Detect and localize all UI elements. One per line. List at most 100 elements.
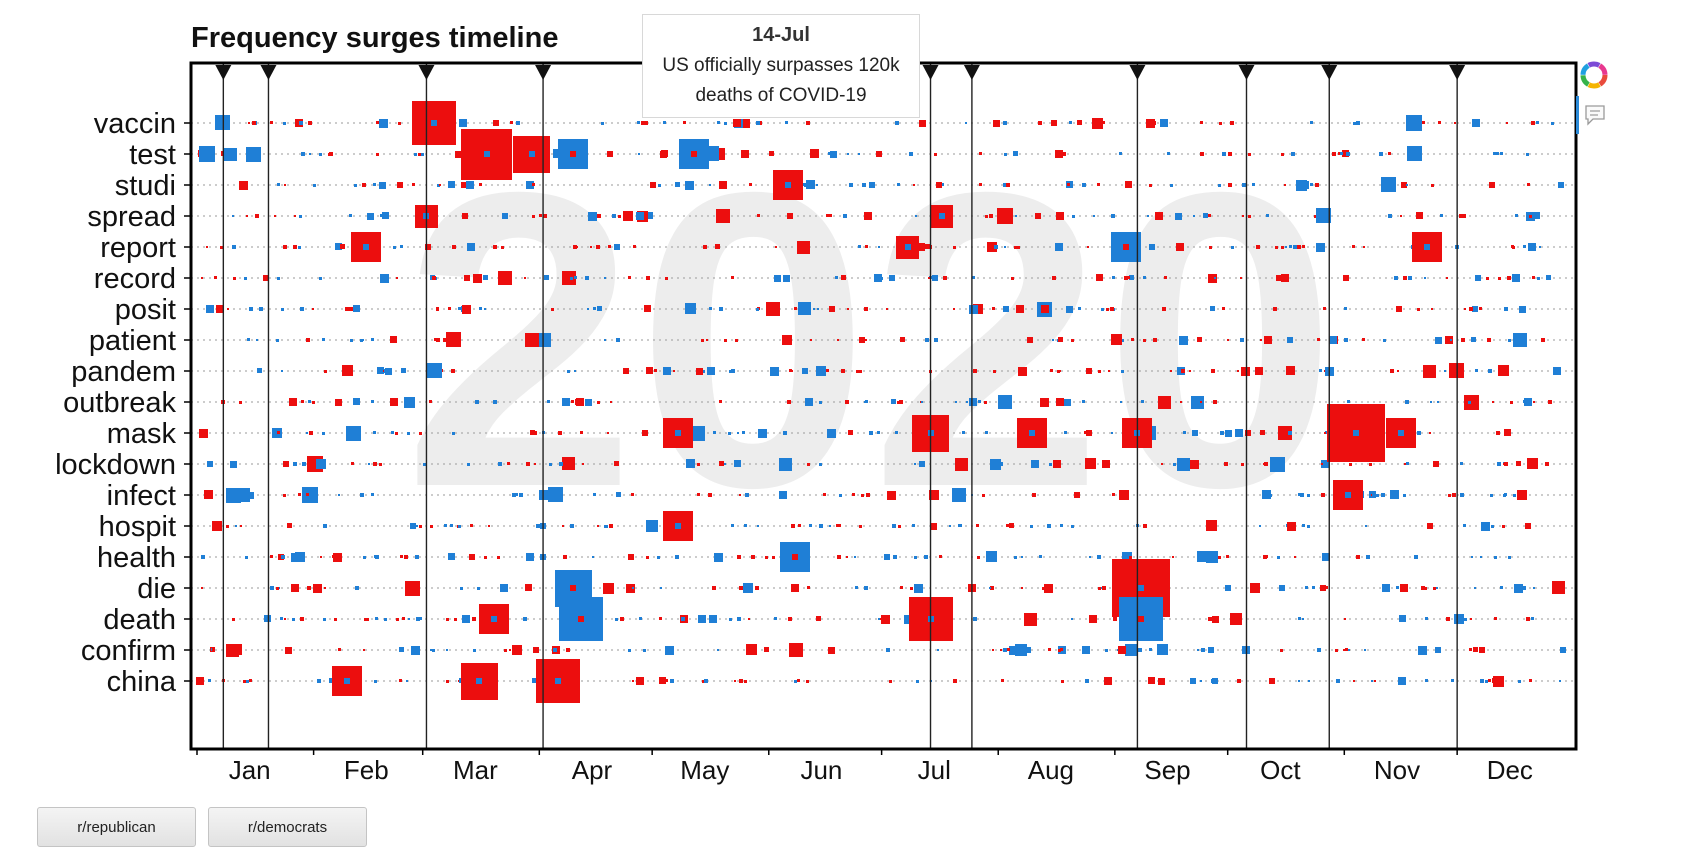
event-marker[interactable] [215,65,232,80]
surge-dot [862,183,866,187]
surge-dot [854,556,856,558]
surge-dot [985,215,988,218]
surge-dot [1057,370,1060,373]
surge-dot [1532,276,1535,279]
event-marker[interactable] [963,65,980,80]
surge-dot [874,274,882,282]
event-marker[interactable] [922,65,939,80]
surge-dot [1421,586,1425,590]
surge-dot [334,618,337,621]
surge-dot [1147,215,1149,217]
surge-dot [665,277,668,280]
event-marker[interactable] [418,65,435,80]
surge-dot [477,587,480,590]
event-marker[interactable] [1449,65,1466,80]
surge-overlap [1029,430,1035,436]
surge-dot [843,214,847,218]
surge-dot [881,277,883,279]
surge-dot [1294,556,1296,558]
surge-dot [436,307,439,310]
surge-dot [1379,152,1383,156]
surge-dot [817,308,819,310]
surge-dot [604,525,607,528]
surge-dot [1298,617,1301,620]
surge-dot [374,680,377,683]
surge-dot [660,151,667,158]
surge-dot [608,245,611,248]
surge-dot [400,555,403,558]
surge-dot [869,431,873,435]
surge-dot [444,524,447,527]
surge-dot [1430,401,1432,403]
surge-dot [864,586,868,590]
surge-dot [1531,617,1534,620]
term-label-death: death [103,604,176,636]
color-wheel-icon[interactable] [1579,60,1609,90]
surge-dot [1222,152,1226,156]
surge-dot [1503,463,1505,465]
surge-dot [1310,121,1313,124]
surge-dot [1001,679,1004,682]
surge-dot [914,463,916,465]
comment-icon[interactable] [1584,104,1606,126]
event-marker[interactable] [260,65,277,80]
surge-dot [1307,525,1310,528]
democrats-toggle-button[interactable]: r/democrats [208,807,367,847]
surge-dot [390,398,398,406]
term-label-lockdown: lockdown [55,449,176,481]
surge-overlap [491,616,497,622]
surge-dot [1039,555,1042,558]
surge-dot [859,337,865,343]
surge-dot [451,369,455,373]
surge-dot [1460,462,1463,465]
surge-dot [1285,246,1287,248]
surge-dot [1015,215,1017,217]
surge-dot [507,462,510,465]
surge-dot [604,277,606,279]
surge-dot [400,245,403,248]
surge-dot [943,276,947,280]
surge-dot [227,308,229,310]
surge-dot [300,307,304,311]
surge-dot [798,524,801,527]
surge-dot [770,367,779,376]
surge-dot [1278,426,1292,440]
surge-dot [712,586,716,590]
surge-dot [587,308,589,310]
surge-dot [437,184,440,187]
republican-toggle-button[interactable]: r/republican [37,807,196,847]
surge-dot [697,463,700,466]
surge-dot [1153,338,1157,342]
term-label-report: report [100,232,176,264]
surge-dot [340,244,345,249]
surge-dot [371,493,374,496]
surge-dot [990,586,994,590]
surge-dot [410,523,416,529]
surge-dot [607,432,609,434]
event-marker[interactable] [1238,65,1255,80]
surge-overlap [529,151,535,157]
event-marker[interactable] [1129,65,1146,80]
surge-dot [1260,339,1262,341]
surge-dot [498,462,502,466]
surge-dot [891,399,896,404]
surge-dot [1518,680,1521,683]
surge-dot [646,212,653,219]
surge-dot [384,369,388,373]
surge-dot [1149,184,1152,187]
surge-dot [806,121,810,125]
surge-dot [1558,586,1561,589]
surge-dot [816,366,826,376]
surge-dot [978,400,981,403]
surge-dot [1275,246,1278,249]
surge-dot [467,463,470,466]
event-marker[interactable] [535,65,552,80]
event-marker[interactable] [1321,65,1338,80]
surge-dot [226,525,229,528]
surge-dot [1531,121,1535,125]
surge-dot [1062,152,1066,156]
surge-dot [742,431,745,434]
surge-dot [1504,307,1508,311]
surge-overlap [570,585,576,591]
